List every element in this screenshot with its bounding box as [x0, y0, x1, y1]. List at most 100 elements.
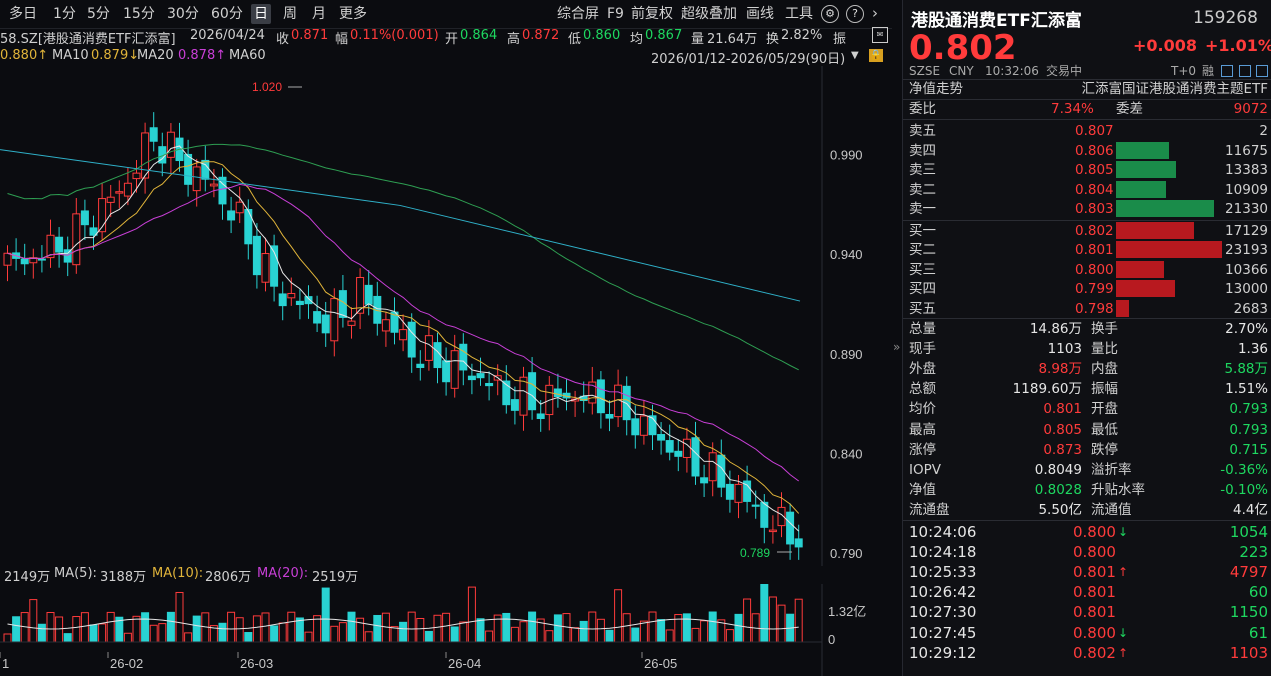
volume-bar [373, 614, 382, 643]
candle-body [596, 379, 605, 414]
candle-body [743, 480, 752, 502]
candle-body [287, 292, 296, 299]
tools-button[interactable]: 工具 [785, 6, 813, 22]
dropdown-icon[interactable]: ▼ [851, 50, 859, 61]
candle-body [89, 227, 98, 236]
candle-body [270, 245, 279, 287]
window-icon[interactable] [1239, 65, 1251, 77]
grid-icon[interactable] [1256, 65, 1268, 77]
candle-body [442, 360, 451, 383]
volume-bar [734, 613, 743, 643]
max-annotation: 1.020 [252, 80, 282, 94]
bid-volume-bar [1116, 241, 1222, 259]
volume-bar [192, 615, 201, 643]
x-tick-label: 26-03 [240, 656, 273, 671]
period-more[interactable]: 更多 [339, 6, 367, 22]
stat-row: 总量 14.86万 换手 2.70% [909, 321, 1268, 337]
bid-row[interactable]: 买五 0.798 2683 [909, 299, 1268, 317]
date-range[interactable]: 2026/01/12-2026/05/29(90日) [651, 52, 846, 67]
ask-row[interactable]: 卖二 0.804 10909 [909, 180, 1268, 198]
candle-body [450, 350, 459, 389]
candle-body [760, 501, 769, 528]
volume-bar [682, 613, 691, 643]
period-30min[interactable]: 30分 [167, 6, 199, 22]
period-multiday[interactable]: 多日 [9, 6, 37, 22]
full-name: 汇添富国证港股通消费主题ETF [1081, 81, 1268, 97]
composite-screen-button[interactable]: 综合屏 [557, 6, 599, 22]
period-15min[interactable]: 15分 [123, 6, 155, 22]
min-annotation: 0.789 [740, 546, 770, 560]
gear-icon[interactable]: ⚙ [821, 5, 839, 23]
y-tick-label: 0.990 [830, 148, 863, 163]
candle-body [751, 504, 760, 507]
candle-body [734, 483, 743, 503]
candle-body [510, 399, 519, 411]
candle-body [218, 176, 227, 205]
nav-trend-link[interactable]: 净值走势 [909, 81, 963, 97]
stat-row: 最高 0.805 最低 0.793 [909, 421, 1268, 438]
trade-row: 10:26:42 0.801 60 [909, 583, 1268, 602]
volume-bar [743, 598, 752, 643]
lock-icon[interactable]: 🔒 [869, 49, 883, 62]
period-1min[interactable]: 1分 [53, 6, 76, 22]
chevron-right-icon[interactable]: › [872, 4, 878, 22]
draw-line-button[interactable]: 画线 [746, 6, 774, 22]
volume-chart[interactable]: 1.32亿 0 1 26-02 26-03 26-04 26-05 [0, 584, 892, 676]
period-monthly[interactable]: 月 [312, 6, 326, 22]
bid-row[interactable]: 买一 0.802 17129 [909, 222, 1268, 239]
volume-bar [605, 629, 614, 643]
volume-bar [510, 626, 519, 643]
wechat-share-icon[interactable]: ✉ [872, 27, 888, 43]
ask-row[interactable]: 卖五 0.807 2 [909, 123, 1268, 139]
volume-bar [665, 629, 674, 643]
overlay-button[interactable]: 超级叠加 [681, 6, 737, 22]
trade-row: 10:29:12 0.802 ↑ 1103 [909, 643, 1268, 662]
adjust-button[interactable]: 前复权 [631, 6, 673, 22]
ask-volume-bar [1116, 200, 1214, 218]
vol-tick-label: 0 [828, 632, 835, 647]
stat-row: 均价 0.801 开盘 0.793 [909, 401, 1268, 418]
collapse-panel-icon[interactable]: » [893, 340, 901, 354]
ask-row[interactable]: 卖一 0.803 21330 [909, 200, 1268, 218]
period-60min[interactable]: 60分 [211, 6, 243, 22]
f9-button[interactable]: F9 [607, 6, 624, 22]
candle-body [725, 483, 734, 500]
period-5min[interactable]: 5分 [87, 6, 110, 22]
x-tick-label: 26-05 [644, 656, 677, 671]
price-change: +0.008 [1133, 36, 1198, 55]
stat-row: IOPV 0.8049 溢折率 -0.36% [909, 461, 1268, 478]
stat-row: 外盘 8.98万 内盘 5.88万 [909, 361, 1268, 378]
y-tick-label: 0.890 [830, 347, 863, 362]
volume-bar [166, 611, 175, 643]
volume-bar [218, 622, 227, 643]
volume-bar [631, 627, 640, 643]
candle-body [364, 284, 373, 305]
bid-row[interactable]: 买三 0.800 10366 [909, 260, 1268, 278]
fullscreen-icon[interactable] [1221, 65, 1233, 77]
candle-body [786, 511, 795, 545]
candle-body [252, 235, 261, 276]
candle-body [424, 335, 433, 361]
quote-panel: 港股通消费ETF汇添富 159268 0.802 +0.008 +1.01% S… [902, 0, 1271, 676]
ask-row[interactable]: 卖三 0.805 13383 [909, 161, 1268, 179]
trade-row: 10:27:30 0.801 1150 [909, 603, 1268, 622]
volume-legend: 2149万 MA(5): 3188万 MA(10): 2806万 MA(20):… [4, 566, 359, 585]
period-weekly[interactable]: 周 [283, 6, 297, 22]
kline-chart[interactable]: 0.990 0.940 0.890 0.840 0.790 1.020 0.789 [0, 66, 892, 566]
volume-bar [725, 629, 734, 643]
candle-body [631, 418, 640, 436]
candle-body [485, 382, 494, 387]
candle-body [665, 440, 674, 453]
ask-row[interactable]: 卖四 0.806 11675 [909, 141, 1268, 159]
bid-row[interactable]: 买二 0.801 23193 [909, 241, 1268, 259]
volume-bar [459, 621, 468, 643]
help-icon[interactable]: ? [846, 5, 864, 23]
candle-body [682, 438, 691, 458]
ask-volume-bar [1116, 161, 1176, 179]
y-tick-label: 0.940 [830, 247, 863, 262]
volume-bar [295, 617, 304, 643]
candle-body [184, 153, 193, 185]
volume-bar [760, 584, 769, 643]
period-daily[interactable]: 日 [251, 4, 271, 24]
bid-row[interactable]: 买四 0.799 13000 [909, 280, 1268, 298]
